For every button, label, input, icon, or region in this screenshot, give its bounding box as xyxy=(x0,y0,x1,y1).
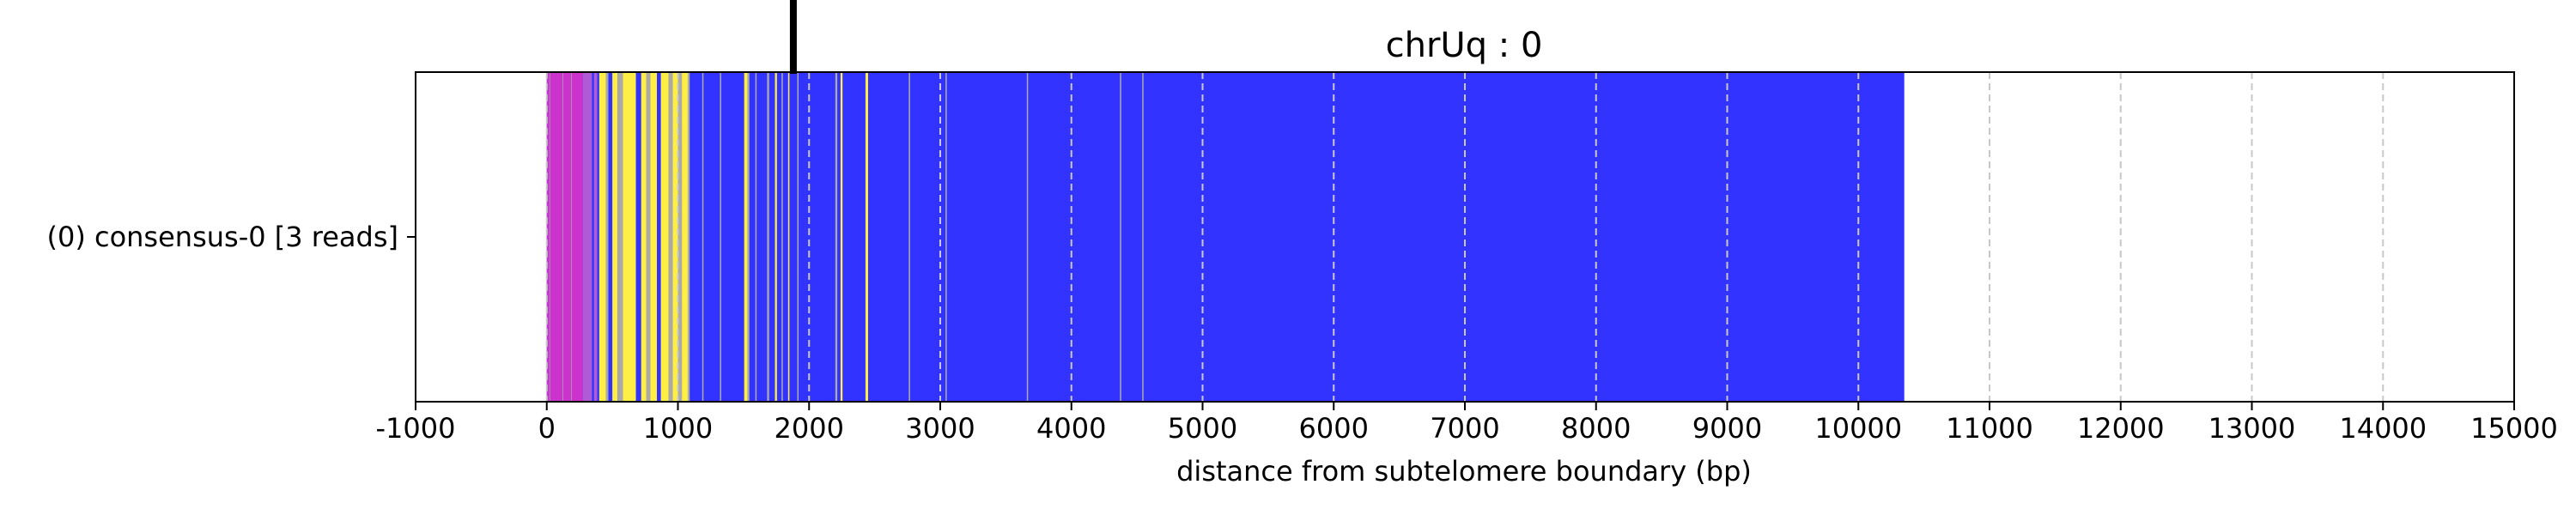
track-segment xyxy=(787,72,790,402)
track-segment xyxy=(597,72,599,402)
track-segment xyxy=(546,72,550,402)
track-segment xyxy=(1026,72,1029,402)
track-segment xyxy=(775,72,777,402)
position-marker xyxy=(789,0,797,74)
x-tick-label: 15000 xyxy=(2470,412,2558,445)
x-tick-label: -1000 xyxy=(376,412,456,445)
track-segment xyxy=(657,72,661,402)
track-segment xyxy=(781,72,783,402)
track-segment xyxy=(744,72,748,402)
track-segment xyxy=(592,72,594,402)
x-tick-label: 9000 xyxy=(1692,412,1762,445)
track-segment xyxy=(660,72,669,402)
track-segment xyxy=(571,72,573,402)
x-axis-label: distance from subtelomere boundary (bp) xyxy=(1176,455,1752,488)
track-segment xyxy=(797,72,799,402)
x-tick-label: 14000 xyxy=(2339,412,2427,445)
track-segment xyxy=(668,72,673,402)
x-tick-label: 13000 xyxy=(2208,412,2296,445)
track-segment xyxy=(635,72,641,402)
track-segment xyxy=(623,72,636,402)
track-segment xyxy=(1142,72,1144,402)
track-segment xyxy=(702,72,704,402)
track-segment xyxy=(598,72,606,402)
plot-area: -1000 0 1000 2000 3000 4000 5000 6000 7000 8000 90… xyxy=(46,0,2558,445)
track-segment xyxy=(682,72,688,402)
track-segment xyxy=(865,72,868,402)
x-tick-label: 1000 xyxy=(643,412,713,445)
x-tick-label: 12000 xyxy=(2077,412,2165,445)
track-segment xyxy=(641,72,647,402)
x-tick-label: 10000 xyxy=(1814,412,1902,445)
track-segment xyxy=(755,72,757,402)
track-segment xyxy=(720,72,721,402)
track-segment xyxy=(549,72,551,402)
x-tick-label: 8000 xyxy=(1561,412,1631,445)
track-segment xyxy=(650,72,658,402)
track-segment xyxy=(608,72,613,402)
track-segment xyxy=(593,72,598,402)
y-tick-label: (0) consensus-0 [3 reads] xyxy=(46,221,398,253)
x-tick-label: 4000 xyxy=(1036,412,1106,445)
track-segment xyxy=(672,72,678,402)
track-segment xyxy=(908,72,910,402)
track-segment xyxy=(582,72,592,402)
x-tick-label: 2000 xyxy=(775,412,844,445)
track-segment xyxy=(687,72,690,402)
track-segment xyxy=(562,72,564,402)
track-segment xyxy=(835,72,838,402)
track-segment xyxy=(747,72,750,402)
track-segment xyxy=(550,72,563,402)
track-segment xyxy=(767,72,769,402)
track-segment xyxy=(1120,72,1121,402)
track-segment xyxy=(612,72,618,402)
x-tick-label: 5000 xyxy=(1168,412,1237,445)
x-tick-label: 11000 xyxy=(1946,412,2033,445)
track-segment xyxy=(605,72,609,402)
track-segment xyxy=(562,72,572,402)
track-bar xyxy=(546,72,1905,402)
chart-title: chrUq : 0 xyxy=(1386,26,1543,65)
track-segment xyxy=(646,72,651,402)
track-segment xyxy=(617,72,623,402)
track-segment xyxy=(571,72,583,402)
x-tick-label: 0 xyxy=(538,412,556,445)
x-tick-label: 3000 xyxy=(905,412,975,445)
track-segment xyxy=(677,72,683,402)
x-tick-label: 7000 xyxy=(1430,412,1499,445)
track-segment xyxy=(945,72,947,402)
track-segment xyxy=(840,72,843,402)
x-tick-label: 6000 xyxy=(1299,412,1369,445)
